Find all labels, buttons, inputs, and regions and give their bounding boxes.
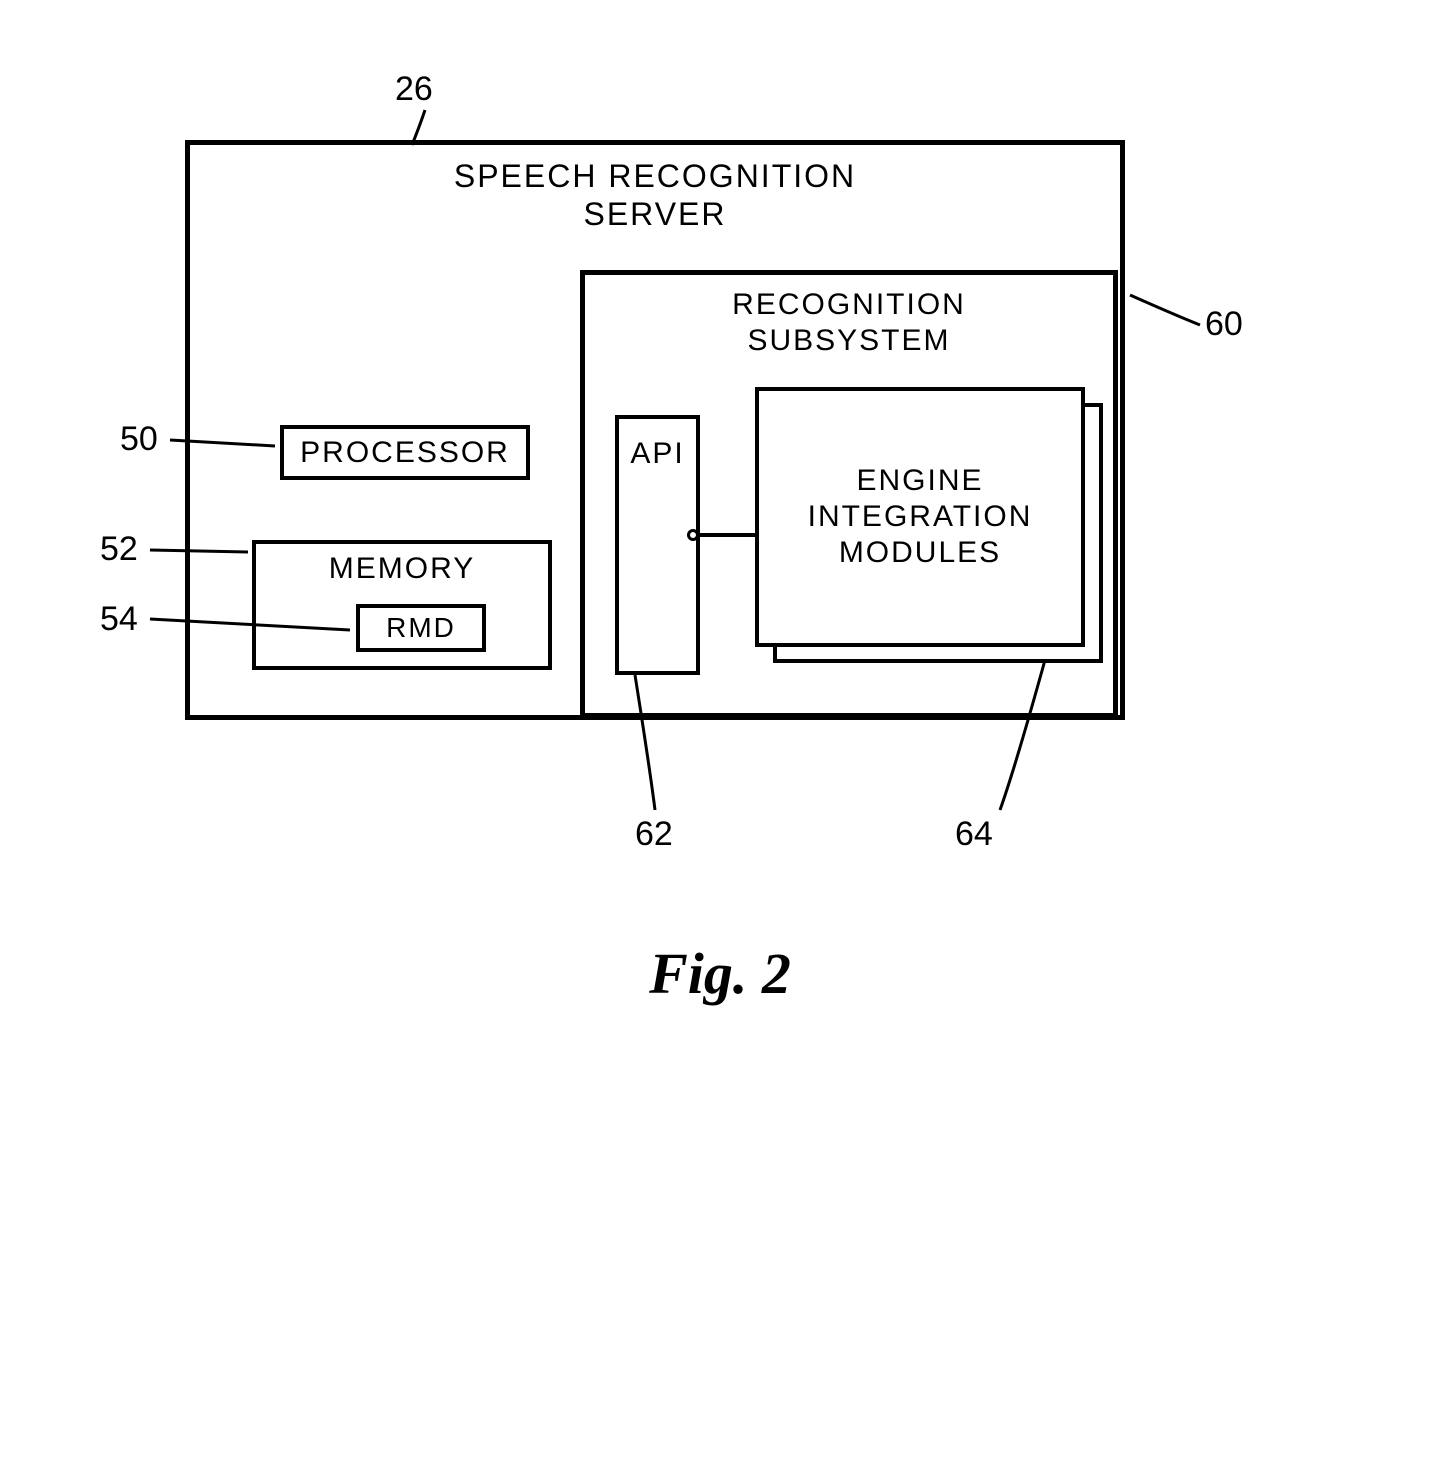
api-label: API: [619, 437, 696, 471]
rmd-box: RMD: [356, 604, 486, 652]
figure-caption: Fig. 2: [110, 940, 1330, 1007]
ref-26: 26: [395, 70, 433, 109]
processor-label: PROCESSOR: [300, 436, 510, 470]
server-box: SPEECH RECOGNITION SERVER PROCESSOR MEMO…: [185, 140, 1125, 720]
server-title-line2: SERVER: [583, 196, 726, 232]
engine-box: ENGINE INTEGRATION MODULES: [755, 387, 1085, 647]
server-title: SPEECH RECOGNITION SERVER: [190, 157, 1120, 234]
rmd-label: RMD: [386, 612, 456, 644]
api-engine-connector-line: [700, 533, 755, 537]
ref-52: 52: [100, 530, 138, 569]
subsystem-title-line2: SUBSYSTEM: [747, 324, 950, 357]
memory-box: MEMORY RMD: [252, 540, 552, 670]
engine-line1: ENGINE: [856, 464, 983, 497]
ref-62: 62: [635, 815, 673, 854]
engine-line2: INTEGRATION: [808, 500, 1033, 533]
server-title-line1: SPEECH RECOGNITION: [454, 158, 856, 194]
processor-box: PROCESSOR: [280, 425, 530, 480]
memory-label: MEMORY: [256, 552, 548, 586]
ref-60: 60: [1205, 305, 1243, 344]
subsystem-title-line1: RECOGNITION: [732, 288, 966, 321]
ref-54: 54: [100, 600, 138, 639]
subsystem-title: RECOGNITION SUBSYSTEM: [585, 287, 1113, 359]
subsystem-box: RECOGNITION SUBSYSTEM API ENGINE INTEGRA…: [580, 270, 1118, 718]
api-engine-connector-node: [687, 529, 699, 541]
ref-64: 64: [955, 815, 993, 854]
diagram-container: SPEECH RECOGNITION SERVER PROCESSOR MEMO…: [110, 70, 1330, 1320]
engine-line3: MODULES: [839, 536, 1001, 569]
ref-50: 50: [120, 420, 158, 459]
api-box: API: [615, 415, 700, 675]
